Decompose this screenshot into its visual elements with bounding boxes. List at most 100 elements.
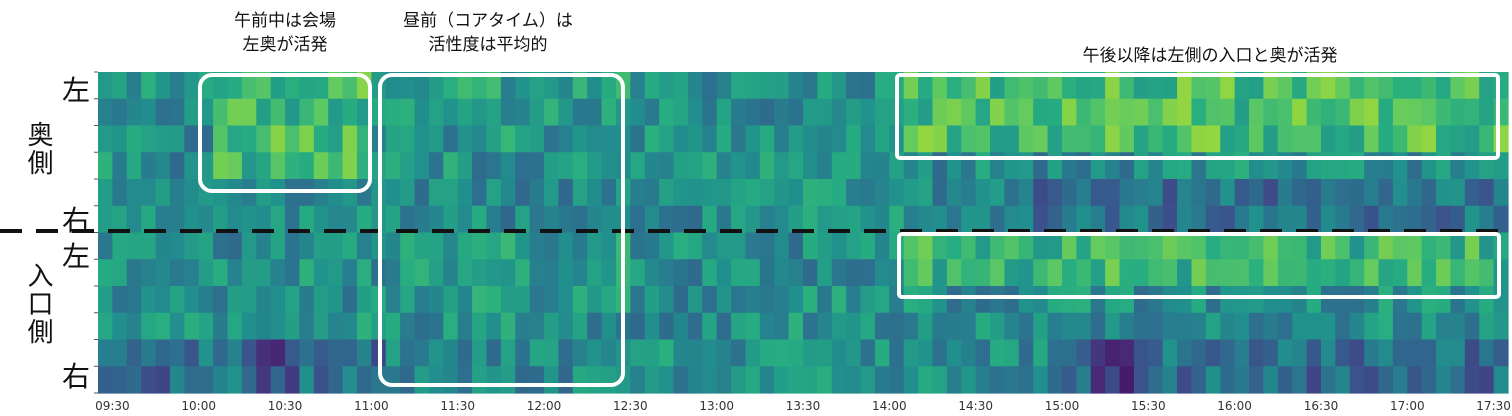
heatmap-cell (1493, 366, 1509, 394)
heatmap-cell (1493, 286, 1509, 314)
heatmap-cell (759, 152, 775, 180)
heatmap-cell (299, 98, 315, 127)
heatmap-cell (500, 152, 516, 180)
heatmap-cell (1407, 366, 1423, 394)
heatmap-cell (659, 232, 675, 260)
heatmap-cell (414, 286, 430, 314)
heatmap-cell (831, 259, 847, 287)
heatmap-cell (1364, 98, 1380, 127)
heatmap-cell (213, 205, 229, 234)
heatmap-cell (1119, 72, 1135, 100)
heatmap-cell (313, 339, 329, 367)
heatmap-cell (443, 98, 459, 127)
heatmap-cell (112, 72, 128, 100)
heatmap-cell (558, 125, 574, 153)
heatmap-cell (544, 339, 560, 367)
heatmap-cell (1234, 339, 1250, 367)
heatmap-cell (443, 152, 459, 180)
heatmap-cell (414, 339, 430, 367)
heatmap-cell (745, 179, 761, 207)
heatmap-cell (1105, 205, 1121, 234)
heatmap-cell (673, 179, 689, 207)
heatmap-cell (270, 72, 286, 100)
heatmap-cell (1421, 98, 1437, 127)
heatmap-cell (141, 152, 157, 180)
heatmap-cell (1047, 312, 1063, 341)
heatmap-cell (1320, 205, 1336, 234)
heatmap-cell (1076, 232, 1092, 260)
heatmap-cell (946, 366, 962, 394)
heatmap-cell (385, 179, 401, 207)
heatmap-cell (1220, 259, 1236, 287)
heatmap-cell (443, 72, 459, 100)
heatmap-cell (745, 72, 761, 100)
heatmap-cell (285, 125, 301, 153)
heatmap-cell (1378, 98, 1394, 127)
heatmap-cell (903, 339, 919, 367)
heatmap-cell (1277, 205, 1293, 234)
heatmap-cell (1148, 232, 1164, 260)
heatmap-cell (1076, 205, 1092, 234)
heatmap-cell (961, 259, 977, 287)
heatmap-cell (903, 72, 919, 100)
heatmap-cell (126, 366, 142, 394)
heatmap-cell (1306, 179, 1322, 207)
heatmap-cell (1364, 205, 1380, 234)
heatmap-cell (1220, 98, 1236, 127)
heatmap-cell (788, 179, 804, 207)
heatmap-cell (371, 366, 387, 394)
heatmap-cell (1177, 339, 1193, 367)
heatmap-cell (126, 179, 142, 207)
heatmap-cell (745, 312, 761, 341)
heatmap-cell (1234, 232, 1250, 260)
heatmap-cell (932, 366, 948, 394)
heatmap-cell (946, 339, 962, 367)
heatmap-cell (486, 125, 502, 153)
heatmap-cell (1277, 366, 1293, 394)
heatmap-cell (515, 366, 531, 394)
heatmap-cell (788, 98, 804, 127)
heatmap-cell (1364, 125, 1380, 153)
x-tick-label: 09:30 (95, 399, 130, 413)
heatmap-cell (1205, 312, 1221, 341)
heatmap-cell (874, 72, 890, 100)
heatmap-cell (1493, 232, 1509, 260)
heatmap-cell (98, 312, 113, 341)
heatmap-cell (169, 205, 185, 234)
heatmap-cell (414, 366, 430, 394)
heatmap-cell (1364, 286, 1380, 314)
heatmap-cell (472, 179, 488, 207)
heatmap-cell (1263, 72, 1279, 100)
heatmap-cell (1392, 312, 1408, 341)
heatmap-cell (500, 339, 516, 367)
heatmap-cell (515, 339, 531, 367)
heatmap-cell (1033, 98, 1049, 127)
heatmap-cell (1234, 366, 1250, 394)
heatmap-cell (1335, 339, 1351, 367)
heatmap-cell (299, 259, 315, 287)
heatmap-cell (1004, 366, 1020, 394)
x-tick-label: 15:00 (1044, 399, 1080, 413)
heatmap-cell (759, 339, 775, 367)
heatmap-cell (1335, 179, 1351, 207)
heatmap-cell (874, 259, 890, 287)
heatmap-cell (1436, 232, 1452, 260)
heatmap-cell (745, 259, 761, 287)
heatmap-cell (558, 98, 574, 127)
heatmap-cell (817, 179, 833, 207)
heatmap-cell (1436, 259, 1452, 287)
heatmap-cell (328, 232, 344, 260)
heatmap-cell (1177, 179, 1193, 207)
heatmap-cell (285, 72, 301, 100)
heatmap-cell (702, 179, 718, 207)
heatmap-cell (961, 286, 977, 314)
heatmap-cell (1076, 312, 1092, 341)
heatmap-cell (1464, 312, 1480, 341)
heatmap-cell (831, 205, 847, 234)
heatmap-cell (702, 205, 718, 234)
heatmap-cell (1105, 339, 1121, 367)
heatmap-cell (1047, 259, 1063, 287)
heatmap-cell (587, 98, 603, 127)
heatmap-cell (990, 98, 1006, 127)
heatmap-cell (184, 286, 200, 314)
